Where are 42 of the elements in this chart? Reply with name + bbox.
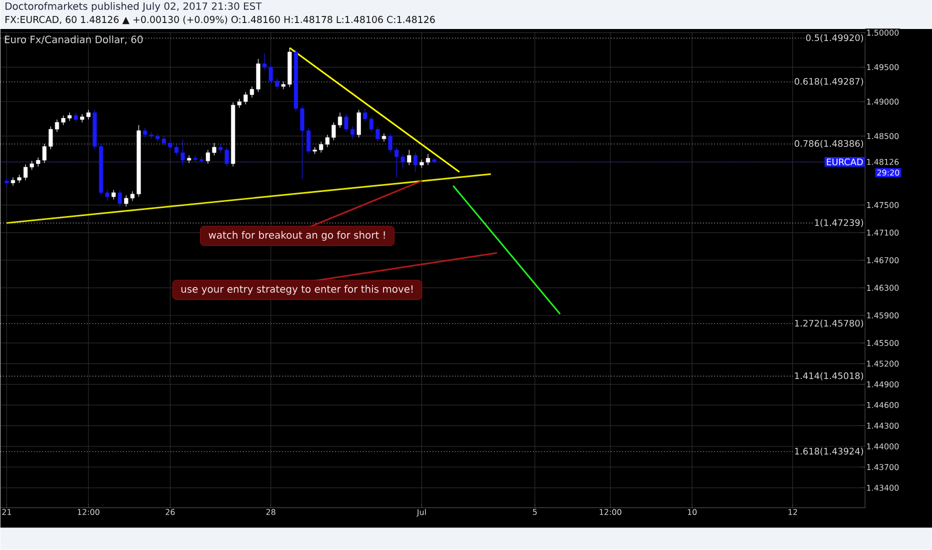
candlestick xyxy=(344,114,348,132)
candlestick xyxy=(388,133,392,154)
candlestick xyxy=(350,126,355,140)
candlestick xyxy=(48,126,53,150)
candlestick xyxy=(356,110,361,138)
candlestick xyxy=(174,144,179,156)
candlestick xyxy=(275,78,280,90)
chart-title: Doctorofmarkets published July 02, 2017 21:30 EST xyxy=(6,2,262,12)
candlestick xyxy=(262,53,267,70)
candlestick xyxy=(105,190,110,202)
annotation: watch for breakout an go for short ! xyxy=(208,231,385,241)
ref-line-label: 1.618(1.43924) xyxy=(795,448,864,456)
candlestick xyxy=(168,140,172,150)
candlestick xyxy=(118,190,122,207)
candlestick xyxy=(206,150,210,164)
ref-line-label: 0.786(1.48386) xyxy=(794,140,864,148)
candlestick xyxy=(74,112,78,123)
candlestick xyxy=(143,128,148,138)
candlestick xyxy=(426,154,430,166)
ref-line-label: 0.618(1.49287) xyxy=(794,78,864,86)
candlestick xyxy=(218,144,223,154)
candlestick xyxy=(306,128,311,154)
chart-subtitle: FX:EURCAD, 60 1.48126 ▲ +0.00130 (+0.09%) O:1.48160 H:1.48178 L:1.48106 C:1.48126 xyxy=(6,16,435,24)
candlestick xyxy=(407,150,412,166)
candlestick xyxy=(332,122,336,141)
ref-line-label: 1(1.47239) xyxy=(815,219,864,228)
candlestick xyxy=(54,119,60,132)
candlestick xyxy=(112,190,116,200)
ref-line-label: 1.272(1.45780) xyxy=(795,320,864,328)
ref-line-label: EURCAD xyxy=(826,158,863,166)
annotation: Euro Fx/Canadian Dollar, 60 xyxy=(4,36,143,44)
annotation: use your entry strategy to enter for this move! xyxy=(181,285,413,295)
candlestick xyxy=(268,64,273,84)
candlestick xyxy=(10,177,16,186)
candlestick xyxy=(338,112,342,128)
ref-line-label: 1.414(1.45018) xyxy=(795,372,864,380)
candlestick xyxy=(212,142,216,156)
candlestick xyxy=(187,155,192,164)
candlestick xyxy=(376,126,380,142)
candlestick xyxy=(382,133,386,142)
candlestick xyxy=(61,115,66,126)
ref-line-label: 0.5(1.49920) xyxy=(806,34,864,42)
